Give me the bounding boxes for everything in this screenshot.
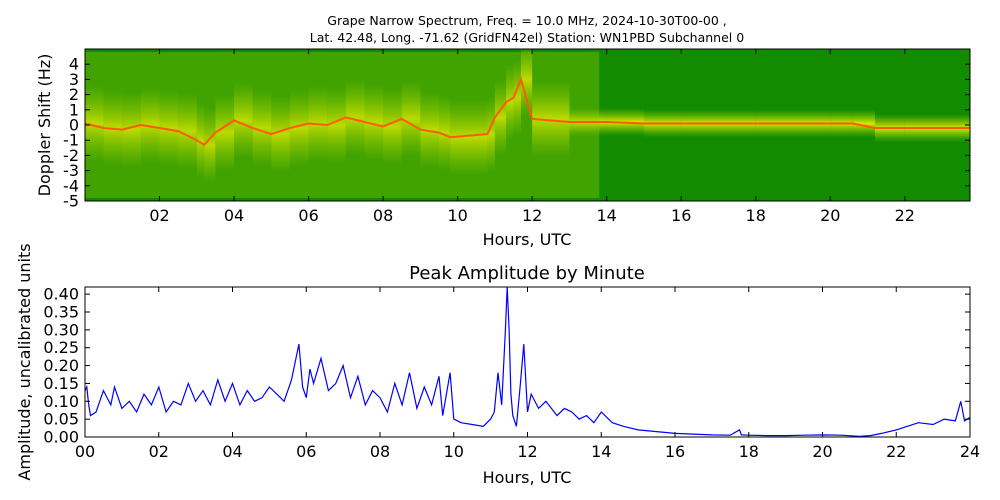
spectrogram-ylabel: Doppler Shift (Hz) [35,54,54,197]
amplitude-x-tick-label: 10 [444,442,464,461]
spectrogram-band [439,94,451,171]
amplitude-panel: Peak Amplitude by Minute 00 02 04 06 08 10 12 1… [15,243,980,487]
spectrogram-band [494,79,507,156]
spectrogram-band [85,85,104,162]
spectrogram-y-tick-label: 2 [69,85,79,104]
spectrogram-x-tick-label: 08 [373,206,393,225]
amplitude-x-ticks: 00 02 04 06 08 10 12 14 16 18 20 22 24 [75,287,980,461]
spectrogram-x-tick-label: 10 [447,206,467,225]
amplitude-y-ticks: 0.400.350.300.250.200.150.100.050.00 [43,285,970,447]
spectrogram-band [140,87,160,163]
amplitude-x-tick-label: 18 [739,442,759,461]
spectrogram-haze [85,52,600,198]
spectrogram-x-tick-label: 16 [671,206,691,225]
spectrogram-y-tick-label: 1 [69,100,79,119]
amplitude-y-tick-label: 0.40 [43,285,79,304]
spectrogram-band [252,90,272,167]
spectrogram-band [271,96,290,173]
spectrogram-band [204,106,216,183]
spectrogram-band [345,79,365,156]
spectrogram-band [513,59,521,136]
spectrogram-band [178,93,197,170]
amplitude-y-tick-label: 0.35 [43,303,79,322]
amplitude-x-tick-label: 02 [149,442,169,461]
amplitude-x-tick-label: 08 [370,442,390,461]
amplitude-title: Peak Amplitude by Minute [409,263,645,284]
spectrogram-y-tick-label: 4 [69,55,79,74]
spectrogram-y-tick-label: -4 [63,176,79,195]
spectrogram-band [506,64,514,141]
figure-title-line1: Grape Narrow Spectrum, Freq. = 10.0 MHz,… [327,13,726,28]
amplitude-y-tick-label: 0.00 [43,428,79,447]
spectrogram-band [420,91,439,168]
amplitude-x-tick-label: 20 [812,442,832,461]
spectrogram-y-tick-label: 3 [69,70,79,89]
amplitude-ylabel: Amplitude, uncalibrated units [15,243,34,480]
amplitude-y-tick-label: 0.25 [43,338,79,357]
spectrogram-band [122,91,141,168]
spectrogram-band [234,82,253,159]
spectrogram-x-ticks: 02 04 06 08 10 12 14 16 18 20 22 [149,49,915,225]
amplitude-x-tick-label: 06 [296,442,316,461]
spectrogram-y-tick-label: -5 [63,192,79,211]
amplitude-y-tick-label: 0.15 [43,374,79,393]
spectrogram-band [487,96,495,173]
spectrogram-x-tick-label: 04 [224,206,244,225]
amplitude-x-tick-label: 16 [665,442,685,461]
amplitude-xlabel: Hours, UTC [483,468,572,487]
spectrogram-band [159,90,179,167]
amplitude-y-tick-label: 0.20 [43,356,79,375]
amplitude-x-tick-label: 12 [517,442,537,461]
amplitude-plot-area [85,287,970,437]
spectrogram-band [289,90,309,167]
spectrogram-band [215,94,235,171]
amplitude-x-tick-label: 22 [886,442,906,461]
spectrogram-band [364,83,384,160]
spectrogram-band [520,49,533,118]
spectrogram-band [383,88,402,165]
spectrogram-y-tick-label: 0 [69,116,79,135]
spectrogram-band [196,102,205,179]
spectrogram-band [401,80,421,157]
amplitude-x-tick-label: 24 [960,442,980,461]
spectrogram-x-tick-label: 12 [522,206,542,225]
spectrogram-x-tick-label: 14 [597,206,617,225]
amplitude-x-tick-label: 04 [222,442,242,461]
spectrogram-x-tick-label: 06 [298,206,318,225]
amplitude-y-tick-label: 0.10 [43,392,79,411]
spectrogram-x-tick-label: 18 [746,206,766,225]
spectrogram-band [327,87,346,163]
spectrogram-y-tick-label: -3 [63,161,79,180]
amplitude-y-tick-label: 0.30 [43,320,79,339]
figure-title-line2: Lat. 42.48, Long. -71.62 (GridFN42el) St… [310,30,744,45]
spectrogram-xlabel: Hours, UTC [483,230,572,249]
spectrogram-x-tick-label: 20 [820,206,840,225]
amplitude-x-tick-label: 14 [591,442,611,461]
amplitude-series-line [85,287,970,437]
amplitude-x-tick-label: 00 [75,442,95,461]
spectrogram-x-tick-label: 22 [895,206,915,225]
spectrogram-peak-trace [85,76,970,147]
spectrogram-y-tick-label: -2 [63,146,79,165]
amplitude-y-tick-label: 0.05 [43,410,79,429]
spectrogram-band [852,109,875,138]
spectrogram-x-tick-label: 02 [149,206,169,225]
spectrogram-y-tick-label: -1 [63,131,79,150]
spectrogram-marks [85,49,970,198]
